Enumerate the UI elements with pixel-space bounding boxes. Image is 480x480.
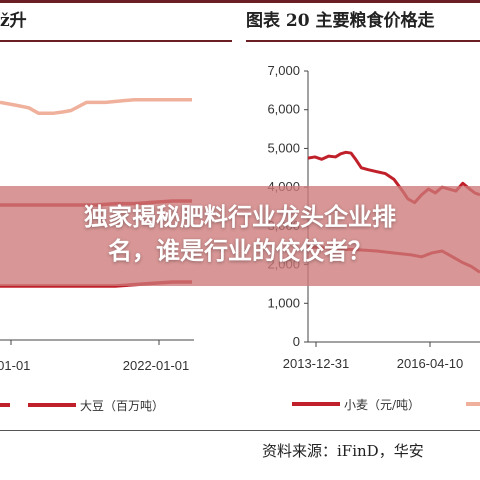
source-note: 资料来源：iFinD，华安 [262, 442, 424, 460]
source-divider [0, 430, 480, 431]
left-chart-title: ž升 [0, 11, 27, 31]
right-y-tick-label: 1,000 [267, 295, 300, 310]
right-x-tick-label: 2016-04-10 [397, 356, 464, 371]
banner-line-1: 独家揭秘肥料行业龙头企业排 [84, 203, 396, 231]
left-legend-label: 大豆（百万吨） [80, 399, 164, 413]
right-y-tick-label: 5,000 [267, 140, 300, 155]
left-x-tick-label: 9-01-01 [0, 358, 30, 373]
right-y-tick-label: 0 [293, 334, 300, 349]
banner-line-2: 名，谁是行业的佼佼者？ [108, 237, 372, 265]
right-y-tick-label: 7,000 [267, 63, 300, 78]
right-title-rule [246, 40, 480, 42]
right-x-tick-label: 2013-12-31 [283, 356, 350, 371]
left-series-line-0 [0, 97, 192, 115]
right-chart-title: 图表 20 主要粮食价格走 [246, 11, 435, 31]
banner-headline: 独家揭秘肥料行业龙头企业排 名，谁是行业的佼佼者？ [0, 200, 480, 268]
right-y-tick-label: 6,000 [267, 102, 300, 117]
top-accent-bar [0, 0, 480, 3]
right-legend-label: 小麦（元/吨） [344, 398, 420, 412]
title-banner [0, 186, 480, 286]
left-x-tick-label: 2022-01-01 [123, 358, 190, 373]
left-title-rule [0, 40, 232, 42]
